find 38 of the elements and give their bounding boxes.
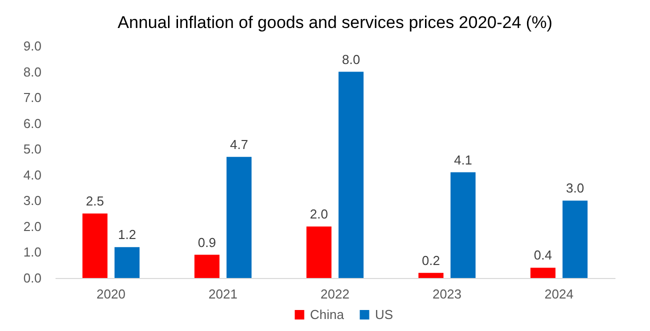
x-tick-label: 2021 xyxy=(208,286,238,302)
bar xyxy=(82,214,108,278)
data-label: 0.4 xyxy=(534,248,552,263)
x-tick-label: 2023 xyxy=(432,286,462,302)
y-tick-label: 3.0 xyxy=(23,193,42,208)
chart-title: Annual inflation of goods and services prices 2020-24 (%) xyxy=(118,13,552,32)
y-tick-label: 8.0 xyxy=(23,64,42,80)
data-label: 0.9 xyxy=(198,234,216,250)
bar xyxy=(562,200,588,278)
legend-label: China xyxy=(310,306,345,322)
bar xyxy=(114,247,140,278)
bar xyxy=(226,156,252,278)
y-tick-label: 0.0 xyxy=(23,270,42,286)
y-tick-label: 7.0 xyxy=(23,90,42,106)
bar xyxy=(194,254,220,278)
legend-label: US xyxy=(375,306,394,322)
y-tick-label: 9.0 xyxy=(23,38,42,54)
y-tick-label: 5.0 xyxy=(23,142,42,157)
bar xyxy=(338,72,364,278)
y-tick-label: 1.0 xyxy=(23,244,42,260)
data-label: 2.0 xyxy=(310,206,328,222)
bar xyxy=(450,172,476,278)
bar xyxy=(418,272,444,278)
bar xyxy=(306,226,332,278)
bar xyxy=(530,268,556,278)
x-tick-label: 2020 xyxy=(96,286,126,302)
data-label: 8.0 xyxy=(342,52,360,67)
data-label: 4.1 xyxy=(454,152,472,168)
data-label: 0.2 xyxy=(422,252,440,268)
x-tick-label: 2022 xyxy=(320,286,350,302)
y-tick-label: 2.0 xyxy=(23,218,42,234)
data-label: 4.7 xyxy=(230,136,248,152)
y-tick-label: 6.0 xyxy=(23,116,42,131)
y-tick-label: 4.0 xyxy=(23,167,42,182)
data-label: 2.5 xyxy=(86,194,104,209)
data-label: 1.2 xyxy=(118,227,136,242)
x-tick-label: 2024 xyxy=(544,286,574,302)
data-label: 3.0 xyxy=(566,180,584,196)
